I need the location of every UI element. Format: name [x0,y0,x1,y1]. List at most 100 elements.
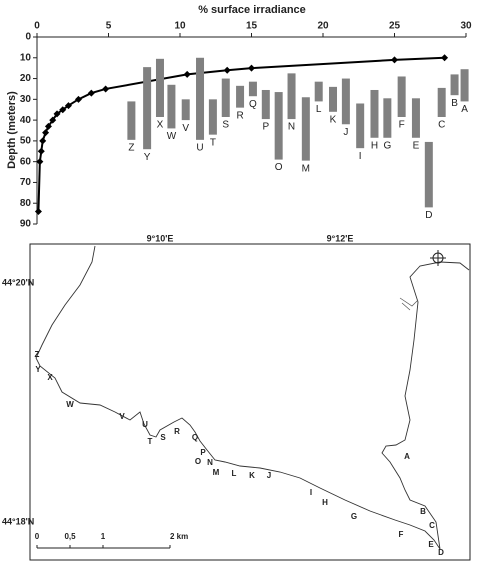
scale-label: 0,5 [64,532,76,541]
bar-label: U [196,142,203,153]
bar-label: J [343,127,348,138]
bar-label: M [302,163,310,174]
range-bar [196,57,205,140]
point [183,70,191,78]
x-axis-title: % surface irradiance [198,4,306,16]
station-label: S [160,433,166,442]
range-bar [329,86,338,112]
point [248,64,255,72]
range-bar [397,76,406,117]
y-tick-label: 20 [20,73,32,84]
range-bar [181,99,190,121]
range-bar [167,84,176,129]
range-bar [437,87,446,117]
point [391,56,398,64]
range-bar [287,73,296,120]
station-label: X [47,373,53,382]
map-frame [29,243,471,561]
station-label: M [213,468,220,477]
station-label: P [200,448,206,457]
scale-label: 0 [35,532,40,541]
coastline [35,245,470,550]
range-bar [248,81,257,97]
x-tick-label: 20 [317,21,329,32]
station-label: C [429,521,435,530]
range-bar [236,85,245,108]
bar-label: Z [128,142,134,153]
point [34,208,42,216]
range-bar [261,89,270,120]
range-bar [127,101,136,140]
y-axis-title: Depth (meters) [6,91,18,169]
range-bar [301,97,310,161]
point [36,158,44,166]
bar-label: G [383,140,391,151]
x-tick-label: 0 [34,21,40,32]
y-tick-label: 50 [20,136,32,147]
station-label: Y [35,365,41,374]
station-label: U [142,420,148,429]
bar-label: H [371,140,378,151]
station-label: K [249,471,255,480]
x-tick-label: 5 [106,21,112,32]
scale-label: 2 km [170,532,188,541]
station-label: R [174,427,180,436]
bar-label: B [451,98,458,109]
station-label: V [119,412,125,421]
bar-label: V [182,123,189,134]
point [59,106,67,114]
point [74,95,82,103]
y-tick-label: 40 [20,115,32,126]
bar-label: F [399,120,405,131]
point [44,122,52,130]
bar-label: C [438,120,445,131]
x-tick-label: 10 [174,21,186,32]
station-label: B [420,507,426,516]
station-label: G [351,512,357,521]
station-label: F [399,530,404,539]
x-tick-label: 15 [246,21,258,32]
range-bar [155,58,164,117]
x-tick-label: 25 [389,21,401,32]
bar-label: R [236,110,243,121]
station-label: L [232,469,237,478]
bar-label: P [262,122,269,133]
bar-label: D [425,210,432,221]
point [102,85,110,93]
station-label: J [267,471,271,480]
station-label: A [404,452,410,461]
latitude-label: 44°20'N [2,277,34,287]
point [42,129,50,137]
point [64,102,72,110]
point [39,137,47,145]
scale-bar [36,545,171,549]
range-bar [411,98,420,138]
bar-label: O [275,162,283,173]
point [87,89,95,97]
bar-label: K [330,114,337,125]
scale-label: 1 [101,532,106,541]
range-bar [274,92,283,160]
map [29,243,471,561]
station-label: Z [35,350,40,359]
bar-label: A [461,104,468,115]
y-tick-label: 80 [20,198,32,209]
station-label: D [438,548,444,557]
range-bar [208,99,217,135]
longitude-label: 9°10'E [147,233,174,243]
station-label: H [322,498,328,507]
bar-label: L [316,104,322,115]
station-label: N [207,458,213,467]
range-bar [460,69,469,102]
point [37,147,45,155]
range-bar [450,74,459,96]
bar-label: N [288,122,295,133]
point [223,66,231,74]
point [53,110,61,118]
y-tick-label: 30 [20,94,32,105]
range-bar [424,141,433,208]
range-bar [143,67,152,150]
range-bar [221,78,230,117]
y-tick-label: 90 [20,219,32,230]
